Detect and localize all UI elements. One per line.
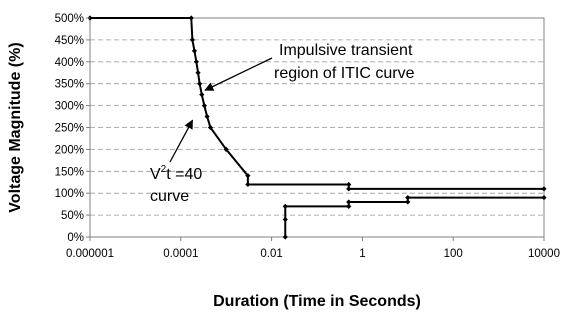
data-point — [191, 48, 198, 54]
data-point — [204, 113, 210, 120]
y-tick-label: 350% — [55, 79, 84, 91]
data-point — [188, 15, 194, 21]
y-tick-label: 150% — [55, 166, 84, 178]
data-point — [346, 199, 352, 205]
annotations: Impulsive transient region of ITIC curve V… — [150, 42, 415, 205]
data-point — [282, 203, 288, 209]
data-point — [189, 37, 195, 43]
data-point — [405, 199, 411, 205]
data-point — [282, 234, 288, 240]
annotation-arrow-v2t — [169, 119, 194, 163]
gridlines — [90, 39, 544, 216]
y-tick-label: 500% — [55, 13, 84, 25]
y-tick-label: 300% — [55, 101, 84, 113]
data-point — [199, 92, 205, 98]
data-point — [207, 124, 214, 131]
y-tick-label: 100% — [55, 188, 84, 200]
data-point — [223, 146, 229, 152]
x-axis-title: Duration (Time in Seconds) — [213, 293, 421, 310]
x-tick-label: 0.01 — [260, 248, 282, 260]
annotation-v2t-line2: curve — [150, 188, 189, 205]
y-axis-title: Voltage Magnitude (%) — [7, 42, 24, 212]
data-point — [346, 203, 352, 209]
data-point — [193, 59, 199, 65]
x-tick-label: 10000 — [528, 248, 560, 260]
y-tick-label: 0% — [67, 232, 84, 244]
series-line-2 — [284, 196, 544, 237]
data-point — [195, 70, 201, 76]
data-point — [201, 103, 207, 109]
y-tick-label: 250% — [55, 123, 84, 135]
data-point — [245, 181, 251, 188]
annotation-arrow-impulsive — [204, 57, 273, 91]
x-tick-label: 1 — [359, 248, 365, 260]
x-tick-label: 0.000001 — [66, 248, 114, 260]
y-tick-label: 450% — [55, 35, 84, 47]
annotation-v2t-line1: V2t =40 — [150, 164, 202, 183]
x-axis-ticks: 0.000001 0.0001 0.01 1 100 10000 — [66, 237, 560, 260]
data-point — [541, 194, 547, 201]
data-point — [282, 216, 288, 223]
x-tick-label: 0.0001 — [163, 248, 198, 260]
data-point — [405, 194, 411, 201]
y-tick-label: 400% — [55, 57, 84, 69]
x-tick-label: 100 — [444, 248, 463, 260]
data-point — [346, 181, 352, 188]
data-point — [541, 186, 547, 192]
series-layer — [87, 15, 547, 240]
data-point — [346, 186, 352, 192]
annotation-impulsive-line2: region of ITIC curve — [274, 65, 415, 82]
y-tick-label: 50% — [61, 210, 84, 222]
y-axis-ticks: 0% 50% 100% 150% 200% 250% 300% 350% 400% 450% 500… — [55, 13, 90, 244]
data-point — [245, 173, 251, 179]
annotation-impulsive-line1: Impulsive transient — [279, 42, 413, 59]
y-tick-label: 200% — [55, 144, 84, 156]
data-point — [197, 81, 203, 87]
